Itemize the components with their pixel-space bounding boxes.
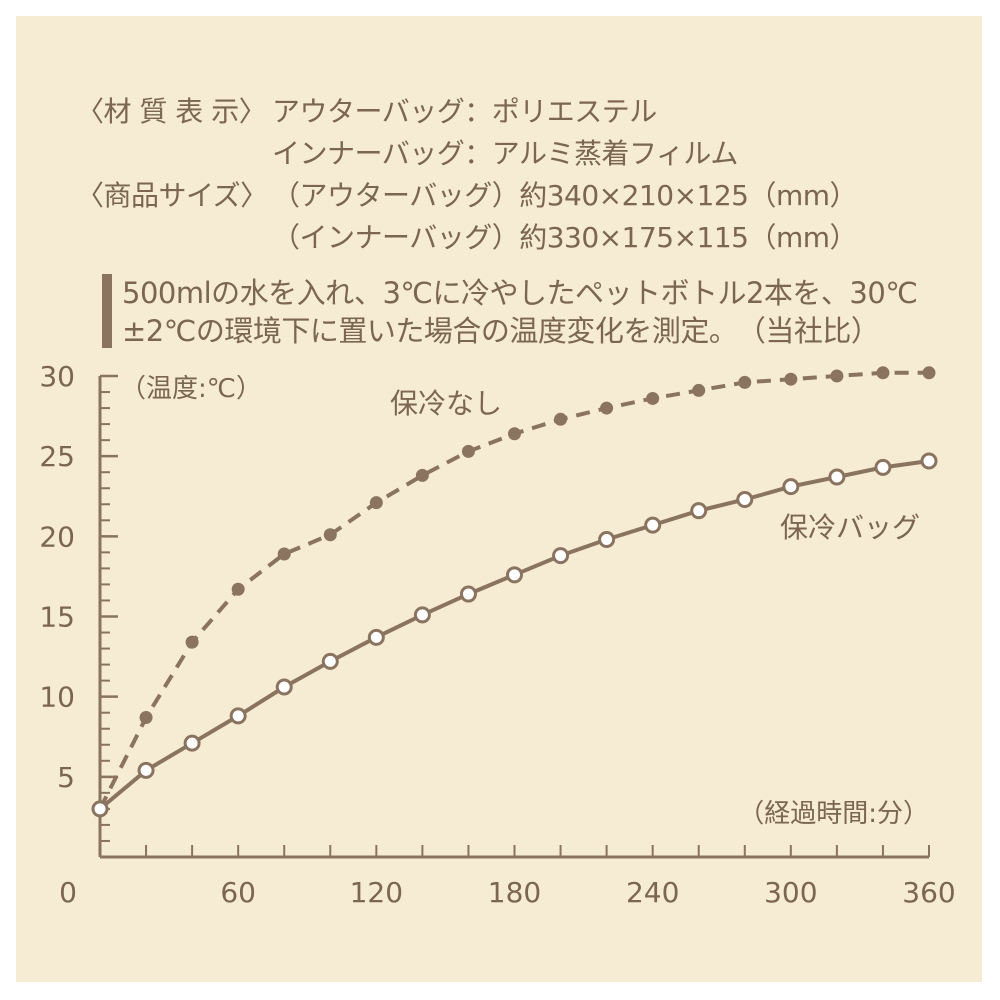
data-point [828, 468, 846, 486]
data-point [183, 734, 201, 752]
data-point [415, 468, 429, 482]
series-label-2: 保冷バッグ [780, 511, 920, 544]
data-point [554, 412, 568, 426]
inner-bag-material: インナーバッグ：アルミ蒸着フィルム [272, 137, 738, 170]
data-point [784, 372, 798, 386]
data-point [277, 547, 291, 561]
data-point [690, 502, 708, 520]
series-label-1: 保冷なし [390, 387, 502, 420]
y-tick-label: 10 [39, 681, 75, 714]
data-point [692, 383, 706, 397]
data-point [736, 490, 754, 508]
data-point [137, 761, 155, 779]
start-point [91, 800, 109, 818]
test-note-line-2: ±2℃の環境下に置いた場合の温度変化を測定。 （当社比） [122, 314, 880, 348]
data-point [922, 366, 936, 380]
x-tick-label: 240 [626, 876, 679, 909]
data-point [229, 707, 247, 725]
y-axis-label: （温度:℃） [120, 374, 262, 404]
data-point [185, 635, 199, 649]
x-tick-label: 360 [902, 876, 955, 909]
data-point [644, 516, 662, 534]
x-axis-label: （経過時間:分） [738, 799, 929, 829]
data-point [323, 528, 337, 542]
data-point [231, 582, 245, 596]
x-tick-label: 60 [220, 876, 256, 909]
data-point [508, 427, 521, 441]
data-point [367, 628, 385, 646]
x-tick-label: 300 [764, 876, 817, 909]
y-tick-label: 5 [57, 761, 75, 794]
origin-tick-label: 0 [59, 876, 77, 909]
data-point [459, 585, 477, 603]
x-tick-label: 180 [488, 876, 541, 909]
data-point [139, 711, 153, 725]
data-point [876, 366, 890, 380]
size-label: 〈商品サイズ〉 [76, 179, 268, 212]
data-point [461, 444, 475, 458]
data-point [598, 531, 616, 549]
data-point [275, 678, 293, 696]
data-point [506, 566, 523, 584]
data-point [321, 652, 339, 670]
data-point [782, 478, 800, 496]
material-label: 〈材 質 表 示〉 [76, 95, 267, 128]
outer-bag-material: アウターバッグ：ポリエステル [272, 95, 657, 128]
note-marker-bar [102, 274, 112, 348]
data-point [830, 369, 844, 383]
data-point [874, 458, 892, 476]
outer-bag-size: （アウターバッグ）約340×210×125（mm） [272, 179, 858, 212]
data-point [552, 547, 570, 565]
y-tick-label: 20 [39, 520, 75, 553]
inner-bag-size: （インナーバッグ）約330×175×115（mm） [272, 221, 858, 254]
product-info-card: 〈材 質 表 示〉 アウターバッグ：ポリエステル インナーバッグ：アルミ蒸着フィ… [16, 16, 982, 982]
y-tick-label: 30 [39, 360, 75, 393]
data-point [646, 391, 660, 405]
y-tick-label: 15 [39, 601, 75, 634]
data-point [413, 606, 431, 624]
data-point [738, 375, 752, 389]
x-tick-label: 120 [350, 876, 403, 909]
data-point [920, 452, 938, 470]
test-note-line-1: 500mlの水を入れ、3℃に冷やしたペットボトル2本を、30℃ [122, 276, 918, 310]
y-tick-label: 25 [39, 440, 75, 473]
data-point [600, 401, 614, 415]
data-point [369, 496, 383, 510]
